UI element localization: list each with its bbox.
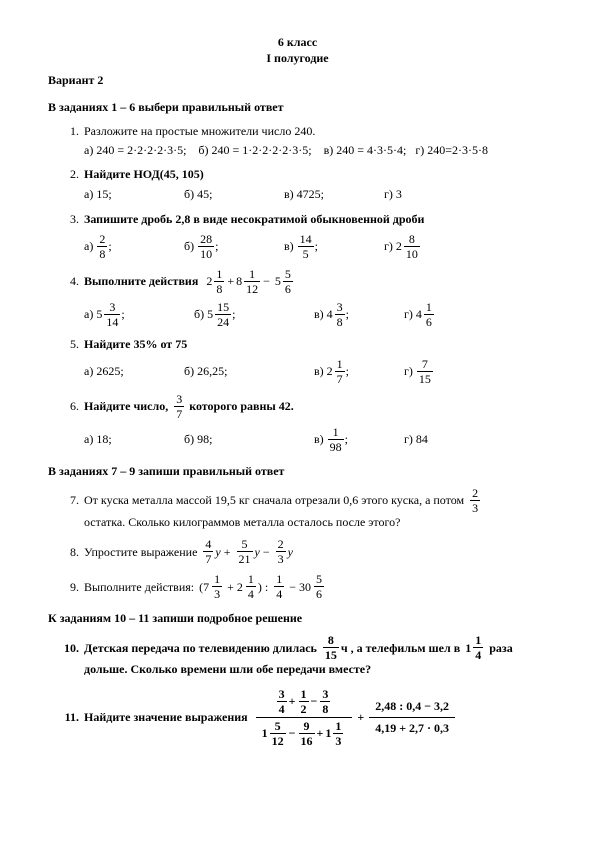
answer-4c: в) 438 ; [314,301,404,328]
answer-5c: в) 217 ; [314,358,404,385]
big-fraction-right: 2,48 : 0,4 − 3,2 4,19 + 2,7 · 0,3 [369,696,455,737]
problem-10: Детская передача по телевидению длилась … [82,634,547,677]
mixed-number: 2810 [396,233,421,260]
fraction: 2810 [198,233,214,260]
problem-3-answers: а) 28 ; б) 2810 ; в) 145 ; г) 2810 [84,233,547,260]
answer-5d: г) 715 [404,358,434,385]
problem-6-text: Найдите число, 37 которого равны 42. [84,393,547,420]
variant-label: Вариант 2 [48,72,547,88]
page: 6 класс I полугодие Вариант 2 В заданиях… [0,0,595,777]
problem-5-answers: а) 2625; б) 26,25; в) 217 ; г) 715 [84,358,547,385]
problems-1-6: Разложите на простые множители число 240… [48,123,547,453]
answer-3b: б) 2810 ; [184,233,284,260]
label: в) [284,238,294,254]
answer-3d: г) 2810 [384,233,421,260]
answer-4d: г) 416 [404,301,435,328]
label: а) [84,238,93,254]
problem-10-line2: дольше. Сколько времени шли обе передачи… [84,661,547,677]
answer-2d: г) 3 [384,186,402,202]
answer-4b: б) 51524 ; [194,301,314,328]
problems-7-9: От куска металла массой 19,5 кг сначала … [48,487,547,600]
problem-1-text: Разложите на простые множители число 240… [84,124,315,138]
answer-6c: в) 198 ; [314,426,404,453]
problem-7: От куска металла массой 19,5 кг сначала … [82,487,547,530]
header-term: I полугодие [48,50,547,66]
answer-3a: а) 28 ; [84,233,184,260]
problem-4: Выполните действия 218 + 8112 − 556 а) 5… [82,268,547,328]
problem-2-answers: а) 15; б) 45; в) 4725; г) 3 [84,186,547,202]
section-b-heading: В заданиях 7 – 9 запиши правильный ответ [48,463,547,479]
label: б) [184,238,194,254]
problem-7-line2: остатка. Сколько килограммов металла ост… [84,514,547,530]
semi: ; [108,238,111,254]
problem-1: Разложите на простые множители число 240… [82,123,547,158]
problem-3: Запишите дробь 2,8 в виде несократимой о… [82,211,547,260]
problems-10-11: Детская передача по телевидению длилась … [48,634,547,748]
answer-1c: в) 240 = 4·3·5·4; [324,143,407,157]
problem-1-answers: а) 240 = 2·2·2·2·3·5; б) 240 = 1·2·2·2·2… [84,142,547,158]
semi: ; [215,238,218,254]
answer-2a: а) 15; [84,186,184,202]
answer-6a: а) 18; [84,431,184,447]
answer-4a: а) 5314 ; [84,301,194,328]
answer-5a: а) 2625; [84,363,184,379]
big-fraction-left: 34 + 12 − 38 1512 − 916 + 113 [256,686,353,749]
problem-4-answers: а) 5314 ; б) 51524 ; в) 438 ; г) 416 [84,301,547,328]
answer-3c: в) 145 ; [284,233,384,260]
problem-9: Выполните действия: (7 13 + 2 14 ) : 14 … [82,573,547,600]
problem-11: Найдите значение выражения 34 + 12 − 38 … [82,686,547,749]
answer-1b: б) 240 = 1·2·2·2·2·3·5; [198,143,311,157]
answer-6d: г) 84 [404,431,428,447]
semi: ; [315,238,318,254]
answer-2c: в) 4725; [284,186,384,202]
problem-7-line1: От куска металла массой 19,5 кг сначала … [84,487,547,514]
problem-2-text: Найдите НОД(45, 105) [84,167,204,181]
problem-10-line1: Детская передача по телевидению длилась … [84,634,547,661]
answer-1a: а) 240 = 2·2·2·2·3·5; [84,143,186,157]
fraction: 145 [298,233,314,260]
problem-8: Упростите выражение 47 y + 521 y − 23 y [82,538,547,565]
problem-6-answers: а) 18; б) 98; в) 198 ; г) 84 [84,426,547,453]
problem-3-text: Запишите дробь 2,8 в виде несократимой о… [84,212,424,226]
fraction: 28 [97,233,107,260]
answer-6b: б) 98; [184,431,314,447]
problem-5: Найдите 35% от 75 а) 2625; б) 26,25; в) … [82,336,547,385]
answer-2b: б) 45; [184,186,284,202]
label: г) [384,238,393,254]
problem-4-text: Выполните действия 218 + 8112 − 556 [84,268,547,295]
header-grade: 6 класс [48,34,547,50]
section-c-heading: К заданиям 10 – 11 запиши подробное реше… [48,610,547,626]
answer-5b: б) 26,25; [184,363,314,379]
section-a-heading: В заданиях 1 – 6 выбери правильный ответ [48,99,547,115]
problem-2: Найдите НОД(45, 105) а) 15; б) 45; в) 47… [82,166,547,202]
answer-1d: г) 240=2·3·5·8 [415,143,488,157]
problem-5-text: Найдите 35% от 75 [84,337,187,351]
problem-6: Найдите число, 37 которого равны 42. а) … [82,393,547,453]
